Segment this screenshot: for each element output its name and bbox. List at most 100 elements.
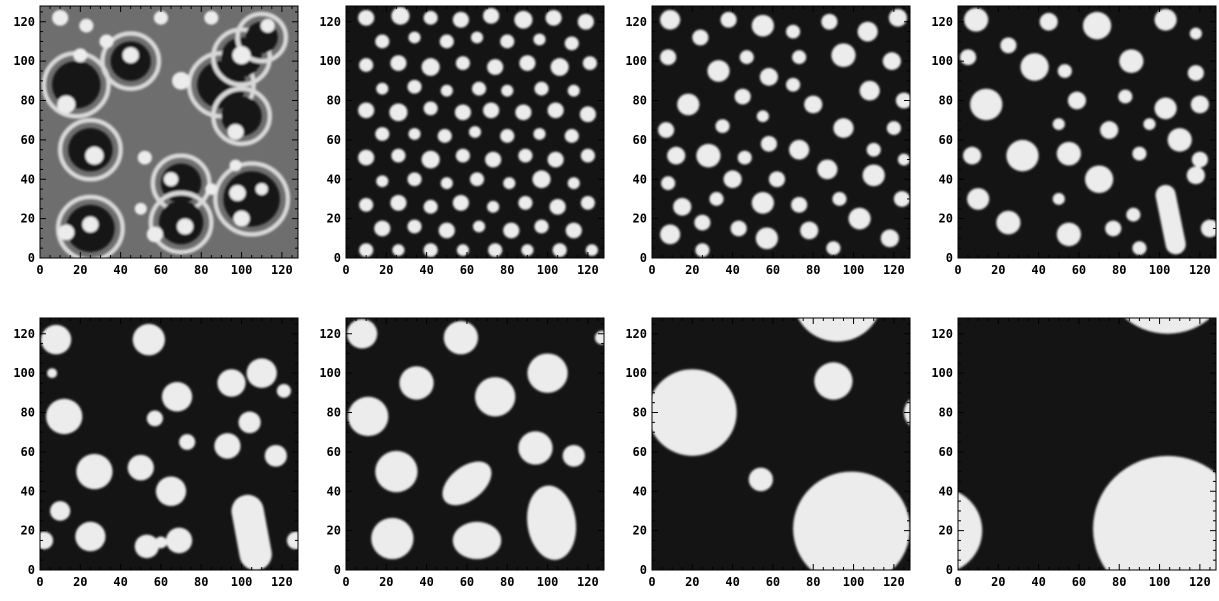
- plot-area: [346, 318, 604, 570]
- blob: [161, 381, 193, 412]
- y-tick-label: 0: [640, 251, 647, 265]
- x-tick-label: 80: [194, 575, 208, 589]
- blob: [58, 224, 75, 241]
- blob: [359, 58, 374, 72]
- blob: [660, 49, 677, 66]
- blob: [452, 195, 469, 211]
- y-tick-label: 120: [13, 327, 35, 341]
- blob: [518, 195, 533, 210]
- x-tick-label: 120: [883, 263, 905, 277]
- plot-frame: [39, 5, 299, 259]
- blob: [866, 142, 881, 157]
- blob: [483, 7, 500, 24]
- blob: [652, 369, 737, 456]
- blob: [696, 143, 721, 168]
- blob: [134, 202, 147, 215]
- y-tick-label: 60: [327, 133, 341, 147]
- y-tick-label: 100: [319, 366, 341, 380]
- blob: [347, 318, 378, 349]
- plot-frame: [39, 317, 299, 571]
- blob: [127, 454, 154, 481]
- blob: [1126, 207, 1141, 222]
- blob: [470, 31, 484, 44]
- plot-frame: [345, 317, 605, 571]
- blob: [893, 191, 910, 207]
- y-tick-label: 20: [633, 212, 647, 226]
- blob: [833, 118, 854, 138]
- ring: [57, 117, 123, 182]
- blob: [399, 366, 434, 400]
- blob: [1191, 151, 1208, 168]
- x-tick-label: 100: [231, 575, 253, 589]
- x-tick-label: 20: [379, 263, 393, 277]
- blob: [1057, 64, 1072, 78]
- blob: [804, 95, 823, 114]
- blob: [374, 220, 391, 237]
- blob: [677, 93, 700, 116]
- heatmap-panel-8: 0 20 40 60 80 100 120 0 20 40 60 80 100 120: [931, 317, 1217, 589]
- blob: [229, 185, 246, 201]
- blob: [1100, 121, 1119, 139]
- blob: [376, 175, 389, 188]
- blob: [359, 197, 374, 212]
- blob: [205, 183, 218, 195]
- x-tick-label: 0: [342, 263, 349, 277]
- blob: [407, 172, 422, 187]
- y-tick-label: 20: [633, 524, 647, 538]
- x-tick-label: 40: [1031, 263, 1045, 277]
- blob: [1020, 53, 1049, 81]
- blob: [1200, 219, 1216, 238]
- blob: [518, 148, 533, 163]
- y-tick-label: 100: [319, 54, 341, 68]
- blob: [204, 10, 219, 25]
- y-tick-label: 120: [319, 327, 341, 341]
- x-tick-label: 20: [379, 575, 393, 589]
- blob: [472, 220, 486, 233]
- blob: [455, 148, 470, 163]
- blob: [1118, 89, 1133, 104]
- blob: [423, 243, 438, 258]
- blob: [264, 444, 287, 467]
- x-tick-label: 100: [537, 263, 559, 277]
- blob: [859, 80, 880, 101]
- blob: [408, 31, 421, 44]
- blob: [75, 521, 106, 552]
- blob: [52, 9, 69, 26]
- blob: [165, 527, 193, 554]
- field-marks: [41, 9, 291, 258]
- blob: [895, 92, 910, 109]
- y-tick-label: 20: [939, 524, 953, 538]
- blob: [579, 106, 596, 123]
- y-tick-label: 120: [625, 15, 647, 29]
- blob: [50, 501, 71, 521]
- blob: [358, 9, 375, 26]
- x-tick-label: 60: [1072, 575, 1086, 589]
- y-tick-label: 0: [334, 563, 341, 577]
- blob: [1143, 118, 1156, 131]
- blob: [155, 476, 187, 507]
- blob: [122, 47, 139, 64]
- heatmap-panel-7: 0 20 40 60 80 100 120 0 20 40 60 80 100 120: [625, 317, 911, 589]
- x-tick-label: 40: [1031, 575, 1045, 589]
- x-tick-label: 60: [154, 263, 168, 277]
- blob: [1124, 318, 1211, 334]
- blob: [217, 369, 246, 397]
- plot-area: [40, 318, 298, 570]
- blob: [73, 48, 88, 63]
- blob: [1132, 241, 1147, 256]
- blob: [389, 103, 408, 122]
- blob: [996, 210, 1021, 235]
- y-tick-label: 60: [939, 445, 953, 459]
- blob: [751, 192, 774, 214]
- x-tick-label: 60: [766, 263, 780, 277]
- blob: [817, 159, 838, 180]
- blob: [534, 81, 549, 96]
- blob: [392, 244, 405, 257]
- blob: [358, 149, 375, 166]
- x-tick-label: 60: [766, 575, 780, 589]
- blob: [41, 324, 72, 355]
- y-tick-label: 60: [633, 445, 647, 459]
- blob: [518, 431, 553, 465]
- blob: [862, 164, 885, 187]
- y-tick-label: 80: [327, 94, 341, 108]
